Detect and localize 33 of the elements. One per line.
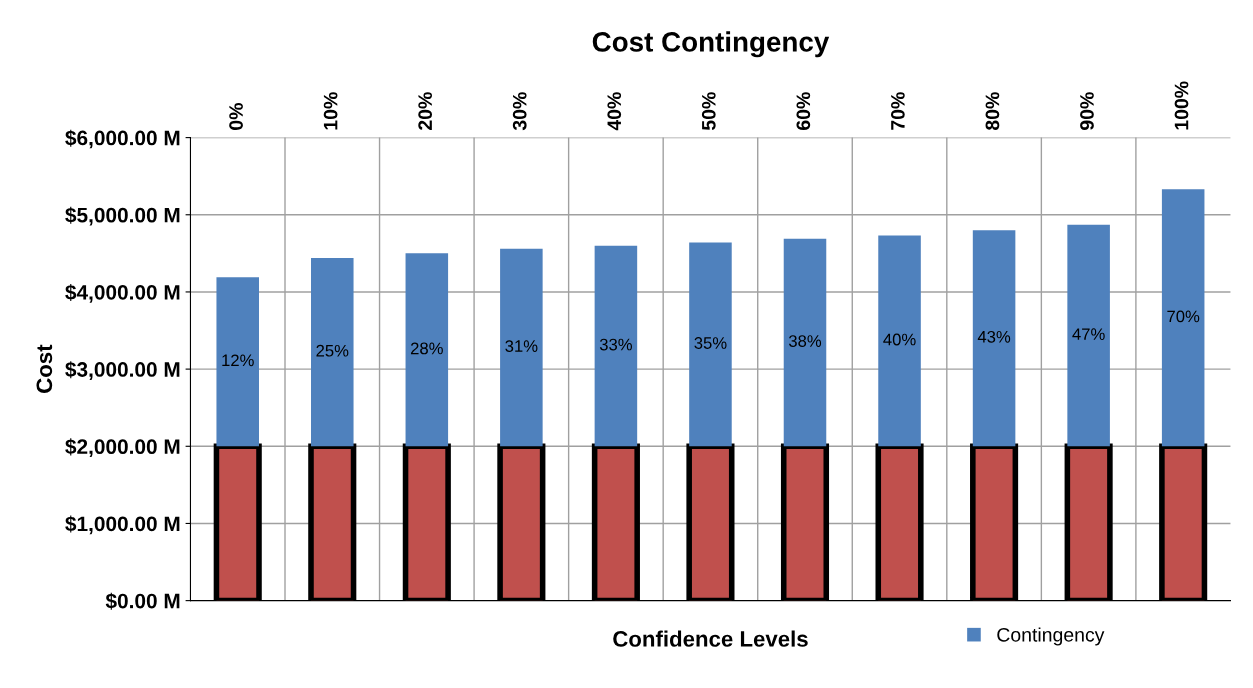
- annotation: 38%: [788, 335, 822, 347]
- y-tick-label: $0.00 M: [105, 592, 180, 610]
- y-tick-label: $1,000.00 M: [65, 515, 180, 535]
- annotation: 28%: [410, 342, 443, 355]
- y-tick-label: $4,000.00 M: [65, 284, 180, 303]
- y-tick-label: $5,000.00 M: [65, 206, 180, 226]
- x-axis-title: Confidence Levels: [613, 630, 808, 647]
- x-tick-label: 20%: [418, 92, 433, 130]
- annotation: 33%: [599, 338, 632, 351]
- annotation: 31%: [505, 340, 538, 352]
- x-tick-label: 40%: [607, 92, 622, 131]
- legend-label: Contingency: [997, 627, 1105, 646]
- annotation: 43%: [977, 330, 1011, 343]
- annotation: 40%: [883, 333, 916, 346]
- y-axis-title: Cost: [36, 344, 53, 393]
- annotation: 35%: [694, 337, 727, 349]
- x-tick-label: 80%: [985, 92, 1000, 131]
- annotation: 25%: [316, 344, 349, 357]
- x-tick-label: 0%: [229, 103, 243, 130]
- y-tick-label: $6,000.00 M: [65, 129, 180, 149]
- annotation: 12%: [222, 354, 254, 367]
- x-tick-label: 60%: [796, 92, 811, 130]
- annotation: 47%: [1072, 328, 1105, 340]
- x-tick-label: 100%: [1174, 81, 1189, 130]
- x-tick-label: 10%: [323, 92, 338, 130]
- x-tick-label: 30%: [512, 92, 527, 131]
- y-tick-label: $3,000.00 M: [65, 361, 180, 380]
- x-tick-label: 70%: [890, 92, 905, 130]
- x-tick-label: 50%: [701, 92, 716, 131]
- annotation: 70%: [1167, 310, 1200, 323]
- y-tick-label: $2,000.00 M: [65, 438, 180, 458]
- chart-title: Cost Contingency: [592, 31, 830, 58]
- x-tick-label: 90%: [1080, 92, 1094, 130]
